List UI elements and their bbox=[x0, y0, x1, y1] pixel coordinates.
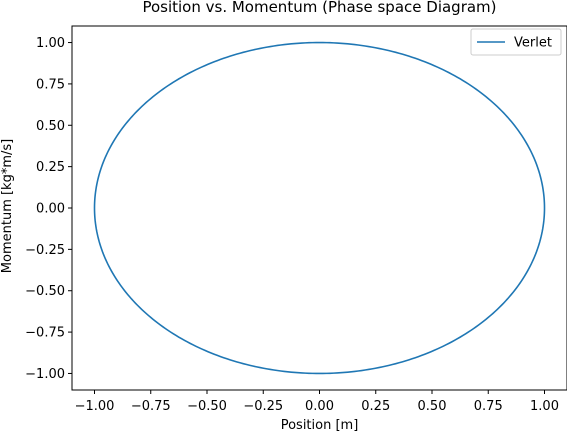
y-tick-label: −0.50 bbox=[25, 284, 65, 299]
y-axis-ticks: −1.00 −0.75 −0.50 −0.25 0.00 0.25 0.50 0.75 1.00 bbox=[25, 36, 72, 382]
legend: Verlet bbox=[470, 28, 562, 56]
x-tick-label: −0.75 bbox=[131, 399, 171, 414]
y-tick-label: 0.75 bbox=[36, 77, 65, 92]
y-tick-label: 1.00 bbox=[36, 36, 65, 51]
y-tick-label: −0.25 bbox=[25, 243, 65, 258]
plot-area-frame bbox=[71, 25, 567, 391]
x-tick-label: −1.00 bbox=[75, 399, 115, 414]
y-tick-label: 0.00 bbox=[36, 202, 65, 217]
legend-box bbox=[470, 28, 562, 56]
x-tick-label: 0.25 bbox=[361, 399, 390, 414]
series-layer bbox=[93, 41, 546, 375]
y-axis-label: Momentum [kg*m/s] bbox=[0, 139, 15, 273]
y-tick-label: −1.00 bbox=[25, 367, 65, 382]
y-tick-label: 0.25 bbox=[36, 160, 65, 175]
chart-title: Position vs. Momentum (Phase space Diagr… bbox=[142, 0, 496, 16]
x-axis-ticks: −1.00 −0.75 −0.50 −0.25 0.00 0.25 0.50 0.75 1.00 bbox=[75, 390, 559, 414]
series-line-verlet bbox=[93, 41, 546, 375]
x-tick-label: 0.50 bbox=[418, 399, 447, 414]
y-tick-label: 0.50 bbox=[36, 119, 65, 134]
x-tick-label: 0.75 bbox=[474, 399, 503, 414]
x-tick-label: 0.00 bbox=[305, 399, 334, 414]
x-tick-label: −0.25 bbox=[243, 399, 283, 414]
y-tick-label: −0.75 bbox=[25, 326, 65, 341]
legend-label-verlet: Verlet bbox=[514, 36, 552, 51]
x-tick-label: −0.50 bbox=[187, 399, 227, 414]
x-tick-label: 1.00 bbox=[530, 399, 559, 414]
x-axis-label: Position [m] bbox=[281, 418, 359, 433]
